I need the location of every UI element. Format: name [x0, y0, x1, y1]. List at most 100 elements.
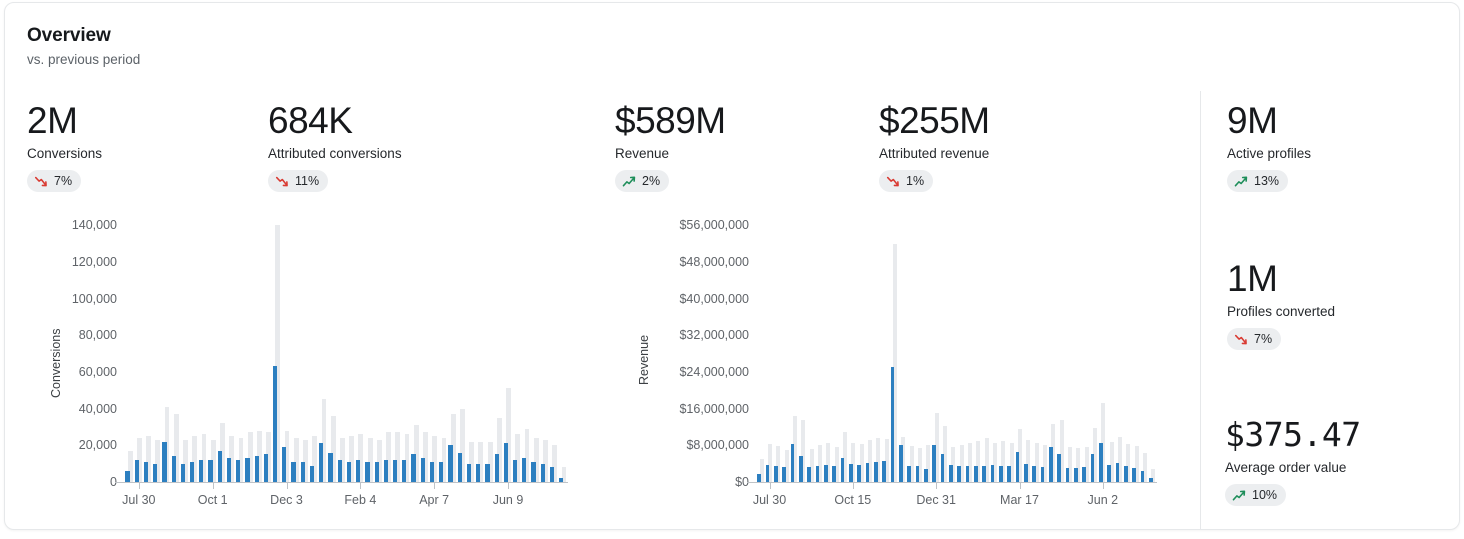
bar-current-period[interactable]: [849, 463, 853, 482]
bar-previous-period[interactable]: [976, 440, 981, 482]
bar-current-period[interactable]: [180, 463, 185, 482]
bar-current-period[interactable]: [1057, 454, 1062, 482]
bar-previous-period[interactable]: [469, 441, 475, 482]
bar-current-period[interactable]: [208, 460, 213, 482]
bar-previous-period[interactable]: [404, 434, 410, 482]
bar-current-period[interactable]: [189, 461, 195, 482]
bar-current-period[interactable]: [882, 460, 887, 482]
bar-current-period[interactable]: [1124, 466, 1128, 482]
bar-current-period[interactable]: [522, 458, 527, 482]
bar-current-period[interactable]: [907, 466, 912, 482]
bar-previous-period[interactable]: [349, 436, 355, 482]
bar-previous-period[interactable]: [1126, 444, 1131, 482]
bar-previous-period[interactable]: [1084, 447, 1089, 482]
bar-previous-period[interactable]: [1051, 424, 1056, 482]
bar-current-period[interactable]: [476, 463, 481, 482]
bar-current-period[interactable]: [125, 471, 130, 482]
bar-current-period[interactable]: [291, 461, 296, 482]
bar-previous-period[interactable]: [1042, 445, 1048, 482]
bar-previous-period[interactable]: [992, 443, 998, 482]
bar-previous-period[interactable]: [524, 428, 530, 482]
delta-badge[interactable]: 10%: [1225, 484, 1287, 506]
bar-current-period[interactable]: [402, 460, 407, 482]
bar-current-period[interactable]: [494, 454, 499, 482]
bar-current-period[interactable]: [890, 367, 895, 482]
bar-current-period[interactable]: [273, 366, 278, 482]
bar-previous-period[interactable]: [1017, 428, 1023, 482]
bar-current-period[interactable]: [466, 463, 472, 482]
bar-current-period[interactable]: [965, 465, 970, 482]
bar-current-period[interactable]: [1032, 466, 1037, 482]
bar-current-period[interactable]: [448, 445, 453, 482]
bar-previous-period[interactable]: [146, 436, 152, 482]
bar-current-period[interactable]: [374, 461, 379, 482]
delta-badge[interactable]: 2%: [615, 170, 670, 192]
bar-previous-period[interactable]: [515, 434, 521, 482]
bar-current-period[interactable]: [774, 466, 778, 482]
bar-previous-period[interactable]: [127, 450, 133, 482]
bar-current-period[interactable]: [328, 452, 333, 482]
bar-current-period[interactable]: [1065, 468, 1070, 482]
bar-previous-period[interactable]: [275, 225, 281, 482]
bar-previous-period[interactable]: [1134, 446, 1139, 482]
bar-previous-period[interactable]: [851, 442, 856, 482]
bar-previous-period[interactable]: [1034, 443, 1039, 482]
bar-current-period[interactable]: [429, 461, 435, 482]
bar-previous-period[interactable]: [543, 439, 548, 482]
bar-previous-period[interactable]: [951, 447, 956, 482]
bar-previous-period[interactable]: [367, 437, 373, 482]
bar-previous-period[interactable]: [759, 459, 764, 482]
bar-current-period[interactable]: [199, 460, 204, 482]
bar-current-period[interactable]: [383, 460, 389, 482]
bar-previous-period[interactable]: [496, 417, 502, 482]
bar-current-period[interactable]: [1107, 464, 1112, 482]
bar-current-period[interactable]: [153, 463, 158, 482]
bar-previous-period[interactable]: [876, 437, 881, 482]
bar-previous-period[interactable]: [1059, 419, 1064, 482]
bar-current-period[interactable]: [807, 467, 812, 482]
bar-current-period[interactable]: [1140, 471, 1145, 482]
bar-current-period[interactable]: [1099, 443, 1103, 482]
bar-previous-period[interactable]: [959, 445, 964, 482]
bar-previous-period[interactable]: [192, 436, 198, 482]
bar-previous-period[interactable]: [330, 415, 336, 482]
bar-previous-period[interactable]: [284, 430, 290, 482]
bar-current-period[interactable]: [439, 461, 444, 482]
bar-current-period[interactable]: [356, 460, 361, 482]
bar-previous-period[interactable]: [561, 467, 567, 482]
bar-previous-period[interactable]: [1067, 447, 1073, 482]
bar-previous-period[interactable]: [266, 432, 271, 482]
bar-current-period[interactable]: [1040, 467, 1045, 482]
bar-current-period[interactable]: [1074, 468, 1078, 482]
bar-current-period[interactable]: [171, 456, 176, 482]
bar-current-period[interactable]: [949, 464, 953, 482]
bar-previous-period[interactable]: [432, 436, 438, 482]
bar-previous-period[interactable]: [1001, 440, 1006, 482]
bar-previous-period[interactable]: [1092, 427, 1098, 482]
bar-previous-period[interactable]: [884, 438, 889, 482]
bar-current-period[interactable]: [857, 464, 862, 482]
bar-previous-period[interactable]: [826, 443, 831, 482]
bar-current-period[interactable]: [982, 465, 987, 482]
bar-current-period[interactable]: [549, 467, 555, 482]
bar-previous-period[interactable]: [238, 437, 244, 482]
bar-previous-period[interactable]: [303, 439, 308, 482]
bar-current-period[interactable]: [309, 465, 315, 482]
bar-current-period[interactable]: [300, 461, 305, 482]
bar-previous-period[interactable]: [506, 388, 511, 482]
bar-current-period[interactable]: [365, 461, 370, 482]
bar-previous-period[interactable]: [210, 439, 216, 482]
bar-previous-period[interactable]: [1151, 469, 1156, 482]
bar-current-period[interactable]: [932, 445, 937, 482]
bar-current-period[interactable]: [457, 452, 462, 482]
bar-current-period[interactable]: [245, 458, 250, 482]
bar-current-period[interactable]: [832, 465, 837, 482]
bar-current-period[interactable]: [990, 464, 995, 482]
bar-previous-period[interactable]: [247, 432, 253, 482]
bar-previous-period[interactable]: [413, 425, 419, 482]
bar-previous-period[interactable]: [909, 446, 914, 482]
bar-current-period[interactable]: [974, 466, 978, 482]
bar-previous-period[interactable]: [834, 447, 839, 482]
bar-previous-period[interactable]: [901, 437, 906, 482]
bar-previous-period[interactable]: [1009, 442, 1014, 482]
